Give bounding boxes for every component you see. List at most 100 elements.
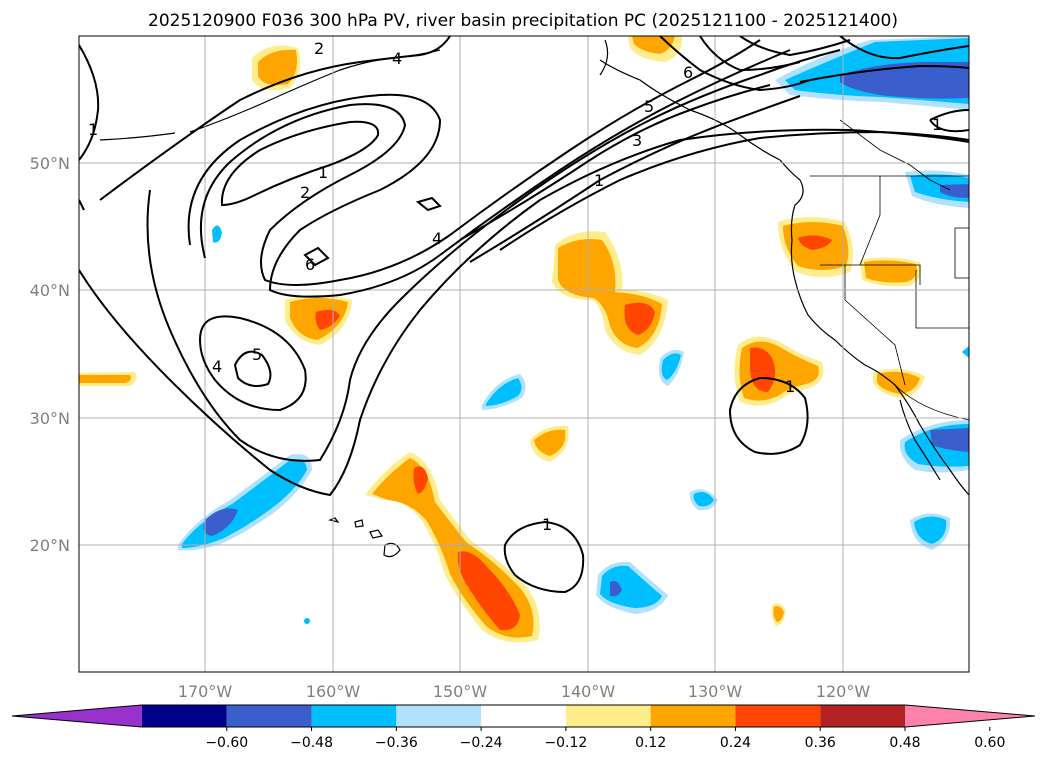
contour-label: 2 xyxy=(300,183,310,202)
colorbar-tick-label: 0.36 xyxy=(805,735,836,751)
pv-contour xyxy=(187,49,791,298)
pv-contour-6 xyxy=(303,246,330,267)
lat-label-20n: 20°N xyxy=(30,536,70,555)
baja-coast xyxy=(899,399,941,481)
pv-contour xyxy=(739,36,851,57)
pv-contour xyxy=(79,128,969,497)
pv-contour-1 xyxy=(503,520,585,594)
pv-contour-5 xyxy=(233,350,272,387)
contour-label: 4 xyxy=(392,49,402,68)
precip-area xyxy=(79,375,131,383)
contour-label: 1 xyxy=(594,171,604,190)
precip-area xyxy=(610,581,622,597)
colorbar-tick-label: −0.48 xyxy=(290,735,333,751)
precip-area xyxy=(258,49,297,85)
colorbar-segment xyxy=(481,705,566,727)
contour-label: 1 xyxy=(318,163,328,182)
colorbar-segment xyxy=(735,705,821,727)
hawaii-islands xyxy=(328,517,401,558)
colorbar-extend-low xyxy=(12,705,142,727)
pv-contour xyxy=(415,196,442,212)
lat-label-30n: 30°N xyxy=(30,409,70,428)
pv-contour-3 xyxy=(469,95,801,263)
colorbar-outline xyxy=(11,704,1036,728)
colorbar-tick-label: −0.12 xyxy=(544,735,587,751)
map-background xyxy=(79,36,969,672)
precip-area xyxy=(486,378,522,406)
contour-label: 6 xyxy=(305,255,315,274)
precip-area xyxy=(914,516,947,544)
colorbar-tick-label: −0.24 xyxy=(460,735,503,751)
pv-contour-1 xyxy=(79,44,100,161)
colorbar-tick-label: 0.12 xyxy=(635,735,666,751)
pv-contour-1 xyxy=(929,109,969,133)
precip-area xyxy=(624,302,655,335)
contour-label: 5 xyxy=(644,97,654,116)
colorbar-segment xyxy=(142,705,227,727)
state-border xyxy=(844,265,906,386)
figure-title: 2025120900 F036 300 hPa PV, river basin … xyxy=(148,11,898,31)
latitude-axis: 50°N 40°N 30°N 20°N xyxy=(30,154,70,555)
contour-label: 6 xyxy=(683,63,693,82)
pv-contour-1 xyxy=(499,130,969,251)
colorbar-segment xyxy=(396,705,482,727)
pv-contour xyxy=(199,39,761,286)
contour-label: 3 xyxy=(632,131,642,150)
political-borders xyxy=(810,119,969,421)
colorbar-segment xyxy=(311,705,397,727)
colorbar-segment xyxy=(820,705,905,727)
pv-contour xyxy=(839,36,969,60)
colorbar-segment xyxy=(565,705,651,727)
precip-area xyxy=(773,606,784,622)
contour-label: 4 xyxy=(432,229,442,248)
colorbar-tick-label: 0.48 xyxy=(889,735,920,751)
colorbar-tick-label: −0.60 xyxy=(205,735,248,751)
colorbar-tick-label: −0.36 xyxy=(375,735,418,751)
precip-area xyxy=(600,565,662,608)
lat-label-50n: 50°N xyxy=(30,154,70,173)
precip-area xyxy=(940,184,969,198)
pv-contour xyxy=(799,64,969,83)
precip-area xyxy=(212,225,222,243)
contour-labels: 1 2 4 6 5 4 1 2 3 4 5 6 1 1 1 1 xyxy=(88,39,942,534)
precip-area xyxy=(315,309,340,330)
pv-contour-6 xyxy=(659,36,811,92)
precip-area xyxy=(864,260,917,283)
us-west-coast xyxy=(779,159,969,496)
precip-area xyxy=(750,347,776,392)
aleutian-coast xyxy=(99,132,176,141)
precip-area xyxy=(203,508,238,536)
lon-label-120w: 120°W xyxy=(816,682,871,701)
contour-label: 1 xyxy=(88,120,98,139)
precip-area xyxy=(930,428,969,452)
precip-area xyxy=(661,353,681,380)
contour-label: 1 xyxy=(932,115,942,134)
pv-contours xyxy=(79,36,969,594)
pv-contour-4 xyxy=(198,315,307,412)
contour-label: 2 xyxy=(314,39,324,58)
precip-area xyxy=(798,235,832,250)
map-frame xyxy=(78,35,970,673)
lon-label-130w: 130°W xyxy=(688,682,743,701)
alaska-coast xyxy=(599,39,609,76)
pv-contour-5 xyxy=(459,84,771,241)
colorbar: −0.60 −0.48 −0.36 −0.24 −0.12 0.12 0.24 0.36 0.4… xyxy=(11,704,1036,751)
state-border xyxy=(915,270,969,329)
contour-label: 5 xyxy=(252,345,262,364)
precip-area xyxy=(962,346,969,358)
colorbar-extend-high xyxy=(905,705,1035,727)
precip-area xyxy=(304,618,310,624)
colorbar-tick-label: 0.24 xyxy=(720,735,751,751)
precip-area xyxy=(413,466,428,494)
pv-contour-1 xyxy=(728,376,809,455)
precip-area xyxy=(534,429,566,456)
colorbar-segment xyxy=(650,705,736,727)
lon-label-170w: 170°W xyxy=(178,682,233,701)
colorbar-segment xyxy=(226,705,312,727)
gridlines xyxy=(79,36,969,672)
lon-label-150w: 150°W xyxy=(433,682,488,701)
precip-area xyxy=(877,371,920,394)
lat-label-40n: 40°N xyxy=(30,281,70,300)
colorbar-tick-label: 0.60 xyxy=(974,735,1005,751)
